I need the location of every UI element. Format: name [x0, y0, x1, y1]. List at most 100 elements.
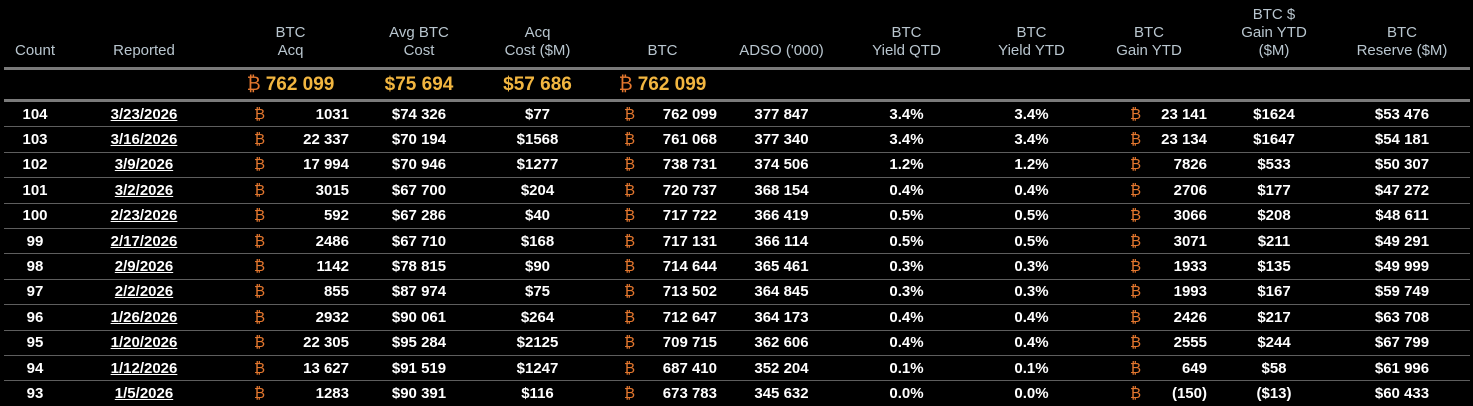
bitcoin-icon: ₿ — [254, 207, 266, 225]
bitcoin-icon: ₿ — [1130, 308, 1142, 326]
cell-btc: ₿ 714 644 — [596, 253, 729, 280]
cell-reported: 3/23/2026 — [66, 100, 222, 128]
bitcoin-icon: ₿ — [1130, 283, 1142, 301]
cell-yield-qtd: 0.3% — [834, 279, 979, 306]
table-row: 97 2/2/2026 ₿ 855 $87 974 $75 ₿ 713 502 364 845 0… — [4, 279, 1470, 306]
cell-avg-cost: $74 326 — [359, 100, 479, 128]
cell-yield-qtd: 0.0% — [889, 384, 924, 402]
report-date-link[interactable]: 2/2/2026 — [114, 283, 174, 301]
column-header-btc-gain-ytd[interactable]: BTC Gain YTD — [1084, 0, 1214, 70]
cell-yield-qtd: 1.2% — [834, 152, 979, 179]
bitcoin-icon: ₿ — [624, 181, 636, 199]
cell-yield-ytd: 0.4% — [979, 304, 1084, 331]
table-row: 95 1/20/2026 ₿ 22 305 $95 284 $2125 ₿ 709 715 36… — [4, 330, 1470, 356]
cell-yield-ytd: 0.3% — [979, 253, 1084, 280]
cell-btc-acq: ₿ 2932 — [222, 304, 359, 331]
cell-btc: ₿ 762 099 — [596, 100, 729, 128]
column-header-count[interactable]: Count — [4, 0, 66, 70]
cell-avg-cost: $91 519 — [359, 355, 479, 382]
bitcoin-icon: ₿ — [1130, 359, 1142, 377]
cell-usd-gain-ytd: $533 — [1214, 152, 1334, 179]
bitcoin-icon: ₿ — [1130, 181, 1142, 199]
cell-gain-ytd: ₿ 1993 — [1084, 279, 1214, 306]
cell-gain-ytd: ₿ 1933 — [1084, 253, 1214, 280]
cell-btc-acq: ₿ 1031 — [222, 100, 359, 128]
cell-acq-cost: $204 — [479, 177, 596, 204]
report-date-link[interactable]: 3/16/2026 — [110, 131, 178, 149]
column-header-reported[interactable]: Reported — [66, 0, 222, 70]
bitcoin-icon: ₿ — [624, 308, 636, 326]
cell-yield-ytd: 0.0% — [1014, 384, 1049, 402]
cell-adso: 362 606 — [729, 330, 834, 356]
summary-row: ₿ 762 099 $75 694 $57 686 ₿ 762 099 — [4, 68, 1470, 102]
bitcoin-icon: ₿ — [624, 359, 636, 377]
column-header-adso[interactable]: ADSO ('000) — [729, 0, 834, 70]
table-row: 96 1/26/2026 ₿ 2932 $90 061 $264 ₿ 712 647 364 1… — [4, 304, 1470, 331]
cell-yield-qtd: 0.4% — [834, 304, 979, 331]
bitcoin-icon: ₿ — [254, 334, 266, 352]
cell-reported: 2/2/2026 — [66, 279, 222, 306]
report-date-link[interactable]: 1/20/2026 — [110, 334, 178, 352]
cell-btc-acq: ₿ 1142 — [222, 253, 359, 280]
cell-avg-cost: $87 974 — [359, 279, 479, 306]
cell-gain-ytd: ₿ 2706 — [1084, 177, 1214, 204]
column-header-btc-yield-ytd[interactable]: BTC Yield YTD — [979, 0, 1084, 70]
report-date-link[interactable]: 2/17/2026 — [110, 232, 178, 250]
cell-yield-ytd: 1.2% — [979, 152, 1084, 179]
report-date-link[interactable]: 3/23/2026 — [110, 105, 178, 123]
bitcoin-icon: ₿ — [1130, 207, 1142, 225]
cell-acq-cost: $1247 — [479, 355, 596, 382]
column-header-acq-cost[interactable]: Acq Cost ($M) — [479, 0, 596, 70]
column-header-avg-btc-cost[interactable]: Avg BTC Cost — [359, 0, 479, 70]
report-date-link[interactable]: 2/23/2026 — [110, 207, 178, 225]
cell-usd-gain-ytd: $1647 — [1214, 126, 1334, 153]
bitcoin-icon: ₿ — [254, 283, 266, 301]
report-date-link[interactable]: 3/9/2026 — [114, 156, 174, 174]
report-date-link[interactable]: 1/26/2026 — [110, 308, 178, 326]
bitcoin-icon: ₿ — [1130, 334, 1142, 352]
bitcoin-icon: ₿ — [624, 334, 636, 352]
cell-avg-cost: $90 061 — [359, 304, 479, 331]
cell-count: 99 — [4, 228, 66, 255]
cell-count: 103 — [4, 126, 66, 153]
cell-count: 96 — [4, 304, 66, 331]
table-row: 99 2/17/2026 ₿ 2486 $67 710 $168 ₿ 717 131 366 1… — [4, 228, 1470, 255]
table-row: 100 2/23/2026 ₿ 592 $67 286 $40 ₿ 717 722 366 41… — [4, 203, 1470, 229]
table-row: 98 2/9/2026 ₿ 1142 $78 815 $90 ₿ 714 644 365 461… — [4, 253, 1470, 280]
column-header-usd-gain-ytd[interactable]: BTC $ Gain YTD ($M) — [1214, 0, 1334, 70]
cell-reserve: $50 307 — [1334, 152, 1470, 179]
cell-reported: 1/20/2026 — [66, 330, 222, 356]
cell-adso: 377 340 — [729, 126, 834, 153]
cell-btc: ₿ 717 131 — [596, 228, 729, 255]
column-header-btc-reserve[interactable]: BTC Reserve ($M) — [1334, 0, 1470, 70]
cell-btc: ₿ 687 410 — [596, 355, 729, 382]
total-btc-acq: ₿ 762 099 — [222, 68, 359, 102]
report-date-link[interactable]: 1/12/2026 — [110, 359, 178, 377]
cell-btc: ₿ 673 783 — [624, 384, 717, 402]
cell-yield-ytd: 0.4% — [979, 177, 1084, 204]
cell-usd-gain-ytd: $177 — [1214, 177, 1334, 204]
cell-reserve: $60 433 — [1374, 384, 1430, 402]
report-date-link[interactable]: 2/9/2026 — [114, 258, 174, 276]
cell-yield-qtd: 0.5% — [834, 203, 979, 229]
cell-adso: 345 632 — [754, 384, 809, 402]
cell-reported: 1/26/2026 — [66, 304, 222, 331]
cell-reserve: $53 476 — [1334, 100, 1470, 128]
report-date-link[interactable]: 1/5/2026 — [114, 384, 174, 402]
cell-reported: 2/23/2026 — [66, 203, 222, 229]
report-date-link[interactable]: 3/2/2026 — [114, 181, 174, 199]
cell-yield-qtd: 0.4% — [834, 177, 979, 204]
cell-btc: ₿ 761 068 — [596, 126, 729, 153]
column-header-btc-acq[interactable]: BTC Acq — [222, 0, 359, 70]
column-header-btc[interactable]: BTC — [596, 0, 729, 70]
cell-yield-qtd: 0.5% — [834, 228, 979, 255]
bitcoin-icon: ₿ — [618, 73, 633, 95]
cell-reported: 3/2/2026 — [66, 177, 222, 204]
cell-yield-qtd: 3.4% — [834, 100, 979, 128]
cell-reserve: $61 996 — [1334, 355, 1470, 382]
cell-avg-cost: $67 700 — [359, 177, 479, 204]
column-header-btc-yield-qtd[interactable]: BTC Yield QTD — [834, 0, 979, 70]
bitcoin-icon: ₿ — [624, 105, 636, 123]
bitcoin-icon: ₿ — [254, 181, 266, 199]
cell-yield-ytd: 0.1% — [979, 355, 1084, 382]
